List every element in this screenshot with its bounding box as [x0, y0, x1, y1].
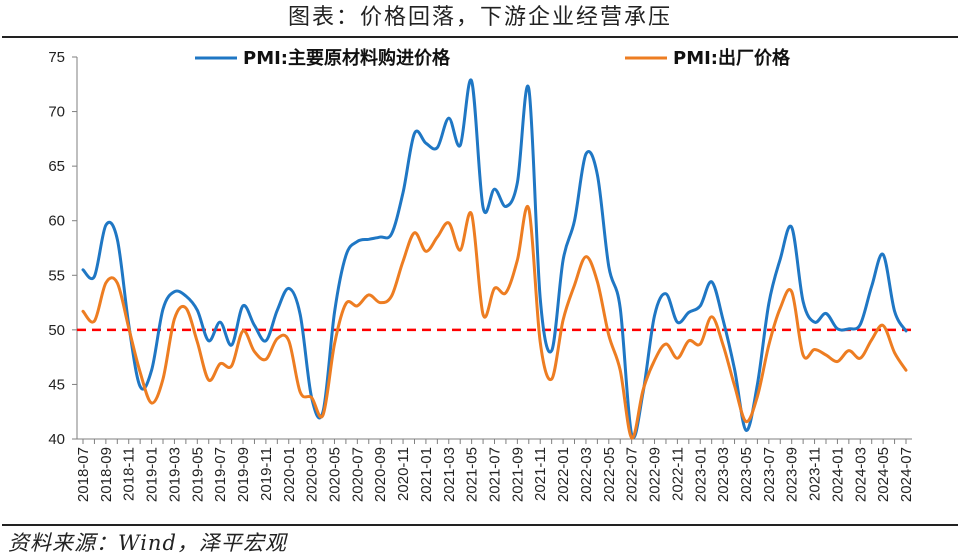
series-line-1: [81, 78, 908, 439]
x-tick-label: 2024-01: [829, 447, 846, 502]
legend-label-2: PMI:出厂价格: [673, 47, 791, 69]
series-line-2: [81, 204, 908, 440]
x-tick-label: 2019-03: [166, 447, 183, 502]
x-tick-label: 2024-07: [898, 447, 915, 502]
x-tick-label: 2022-09: [647, 447, 664, 502]
x-tick-label: 2021-03: [441, 447, 458, 502]
x-tick-label: 2020-05: [326, 447, 343, 502]
x-tick-label: 2019-01: [144, 447, 161, 502]
source-note: 资料来源：Wind，泽平宏观: [8, 531, 287, 555]
x-tick-label: 2020-01: [281, 447, 298, 502]
chart-title: 图表：价格回落，下游企业经营承压: [287, 5, 672, 30]
y-tick-label: 75: [48, 49, 65, 66]
x-tick-label: 2022-03: [578, 447, 595, 502]
y-tick-label: 70: [48, 104, 65, 121]
x-tick-label: 2020-03: [304, 447, 321, 502]
x-tick-label: 2018-09: [98, 447, 115, 502]
x-tick-label: 2019-07: [212, 447, 229, 502]
x-tick-label: 2023-01: [692, 447, 709, 502]
x-tick-label: 2019-09: [235, 447, 252, 502]
axes: 40 45 50 55 60 65 70 75 2018-07 2018-09 2018-11 201…: [48, 49, 915, 502]
x-tick-label: 2022-05: [601, 447, 618, 502]
line-chart: 40 45 50 55 60 65 70 75 2018-07 2018-09 2018-11 201…: [48, 47, 915, 502]
x-tick-label: 2021-07: [487, 447, 504, 502]
x-tick-label: 2024-03: [852, 447, 869, 502]
y-tick-label: 50: [48, 322, 65, 339]
legend-label-1: PMI:主要原材料购进价格: [243, 47, 451, 69]
x-tick-label: 2022-01: [555, 447, 572, 502]
x-tick-label: 2024-05: [875, 447, 892, 502]
y-tick-label: 40: [48, 431, 65, 448]
x-tick-label: 2018-07: [75, 447, 92, 502]
x-tick-label: 2021-11: [532, 447, 549, 501]
y-tick-label: 60: [48, 213, 65, 230]
x-tick-label: 2022-07: [624, 447, 641, 502]
x-tick-label: 2023-03: [715, 447, 732, 502]
x-tick-label: 2018-11: [121, 447, 138, 501]
x-tick-label: 2020-07: [349, 447, 366, 502]
series-lines: [81, 78, 908, 440]
x-tick-label: 2019-11: [258, 447, 275, 501]
y-tick-label: 65: [48, 158, 65, 175]
x-tick-label: 2023-09: [784, 447, 801, 502]
x-tick-label: 2020-11: [395, 447, 412, 501]
x-tick-label: 2019-05: [189, 447, 206, 502]
bottom-rule: [2, 524, 958, 526]
x-tick-label: 2021-09: [509, 447, 526, 502]
x-tick-label: 2022-11: [669, 447, 686, 501]
x-tick-label: 2023-07: [761, 447, 778, 502]
y-tick-label: 45: [48, 376, 65, 393]
x-tick-label: 2020-09: [372, 447, 389, 502]
legend: PMI:主要原材料购进价格 PMI:出厂价格: [195, 47, 791, 69]
x-tick-label: 2023-11: [807, 447, 824, 501]
top-rule: [2, 36, 958, 38]
x-tick-label: 2023-05: [738, 447, 755, 502]
x-tick-label: 2021-01: [418, 447, 435, 502]
x-tick-label: 2021-05: [464, 447, 481, 502]
y-tick-label: 55: [48, 267, 65, 284]
